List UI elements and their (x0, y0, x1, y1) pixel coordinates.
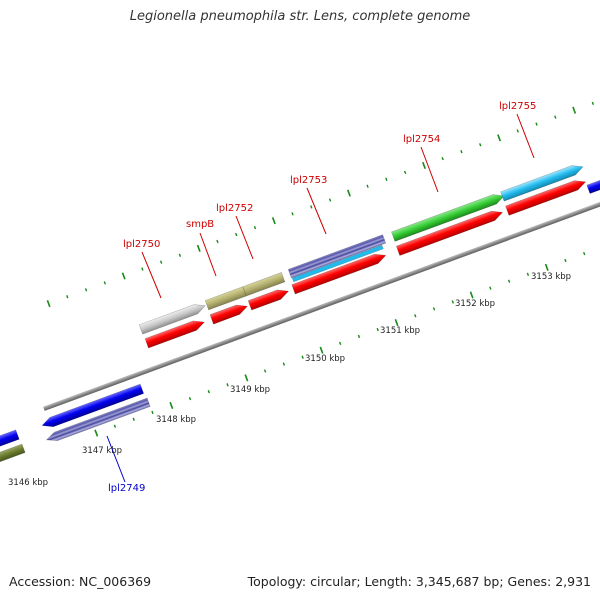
gene-label[interactable]: lpl2754 (403, 134, 440, 145)
gene-label[interactable]: lpl2749 (108, 483, 145, 494)
scale-label: 3152 kbp (455, 299, 495, 309)
scale-label: 3150 kbp (305, 354, 345, 364)
gene-leader-line (516, 113, 535, 159)
feature-lpl2752-annotation (242, 272, 286, 297)
scale-label: 3146 kbp (8, 478, 48, 488)
scale-label: 3147 kbp (82, 446, 122, 456)
gene-leader-line (306, 187, 327, 235)
tick-row-inner (94, 251, 586, 437)
cds-lpl2753 (291, 253, 387, 295)
genome-summary-text: Topology: circular; Length: 3,345,687 bp… (247, 574, 591, 589)
gene-label[interactable]: lpl2755 (499, 101, 536, 112)
accession-text: Accession: NC_006369 (9, 574, 152, 589)
feature-offscreen-right (586, 168, 600, 194)
feature-lpl2750-annotation (138, 304, 206, 335)
tick-row-outer (46, 101, 595, 308)
cds-lpl2749 (41, 383, 145, 428)
scale-label: 3148 kbp (156, 415, 196, 425)
feature-lpl2754-annotation (391, 194, 505, 242)
gene-label[interactable]: lpl2752 (216, 203, 253, 214)
cds-lpl2752 (247, 289, 290, 311)
gene-leader-line (199, 232, 217, 277)
feature-smpB-annotation (204, 286, 247, 311)
gene-label[interactable]: smpB (186, 219, 214, 230)
gene-leader-line (420, 146, 439, 193)
gene-label[interactable]: lpl2753 (290, 175, 327, 186)
feature-lpl2749-annotation (45, 397, 151, 441)
feature-lpl2755-annotation (500, 165, 584, 202)
feature-lpl2753-annotation-2 (291, 244, 384, 283)
scale-label: 3149 kbp (230, 385, 270, 395)
cds-lpl2750 (144, 320, 205, 349)
gene-leader-line (106, 435, 126, 483)
genome-backbone (43, 96, 600, 411)
cds-left-offscreen (0, 429, 20, 458)
gene-label[interactable]: lpl2750 (123, 239, 160, 250)
map-title: Legionella pneumophila str. Lens, comple… (129, 9, 471, 24)
feature-left-offscreen (0, 443, 26, 474)
gene-leader-line (235, 215, 254, 260)
gene-leader-line (141, 251, 162, 299)
scale-label: 3153 kbp (531, 272, 571, 282)
cds-lpl2754 (395, 210, 504, 256)
feature-lpl2753-annotation (287, 234, 387, 279)
cds-smpB (209, 304, 248, 325)
scale-label: 3151 kbp (380, 326, 420, 336)
cds-lpl2755 (505, 180, 587, 216)
